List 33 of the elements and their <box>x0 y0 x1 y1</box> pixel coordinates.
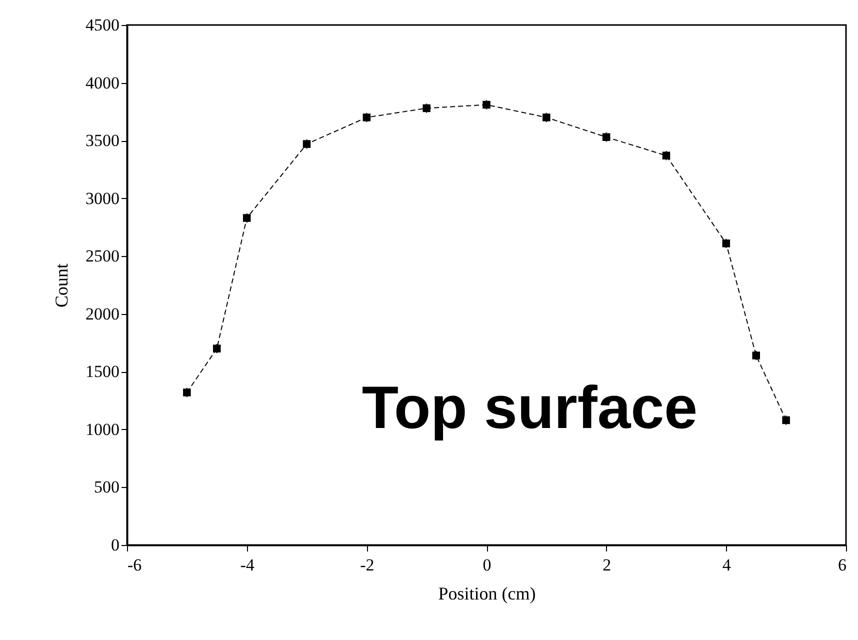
point <box>302 140 311 148</box>
x-tick-label: -2 <box>360 556 374 574</box>
x-axis-title: Position (cm) <box>438 584 536 604</box>
point <box>782 416 790 424</box>
point <box>602 133 610 141</box>
x-tick-label: 4 <box>722 556 732 574</box>
y-tick-label: 1000 <box>86 420 120 439</box>
y-tick-label: 4000 <box>86 73 120 92</box>
point <box>213 344 221 352</box>
point <box>183 388 191 396</box>
point <box>722 240 730 248</box>
annotation: Top surface <box>362 374 698 441</box>
y-tick-label: 2000 <box>86 304 120 324</box>
y-tick-label: 4500 <box>86 16 120 34</box>
y-tick-label: 0 <box>111 536 120 554</box>
x-tick-label: 2 <box>602 556 612 574</box>
y-tick-label: 1500 <box>86 362 120 382</box>
y-tick-label: 2500 <box>86 246 120 266</box>
point <box>542 114 550 122</box>
x-tick-label: -6 <box>128 556 142 574</box>
y-tick-label: 3500 <box>86 131 120 150</box>
point <box>242 214 251 222</box>
point <box>752 352 760 360</box>
y-tick-label: 3000 <box>86 188 120 208</box>
x-tick-label: 0 <box>482 556 492 574</box>
x-tick-label: -4 <box>240 556 255 574</box>
y-tick-label: 500 <box>94 478 120 497</box>
point <box>662 152 670 160</box>
point <box>422 104 430 112</box>
point <box>362 114 371 122</box>
y-axis-title: Count <box>52 263 72 308</box>
x-tick-label: 6 <box>838 556 846 574</box>
point <box>482 100 490 109</box>
